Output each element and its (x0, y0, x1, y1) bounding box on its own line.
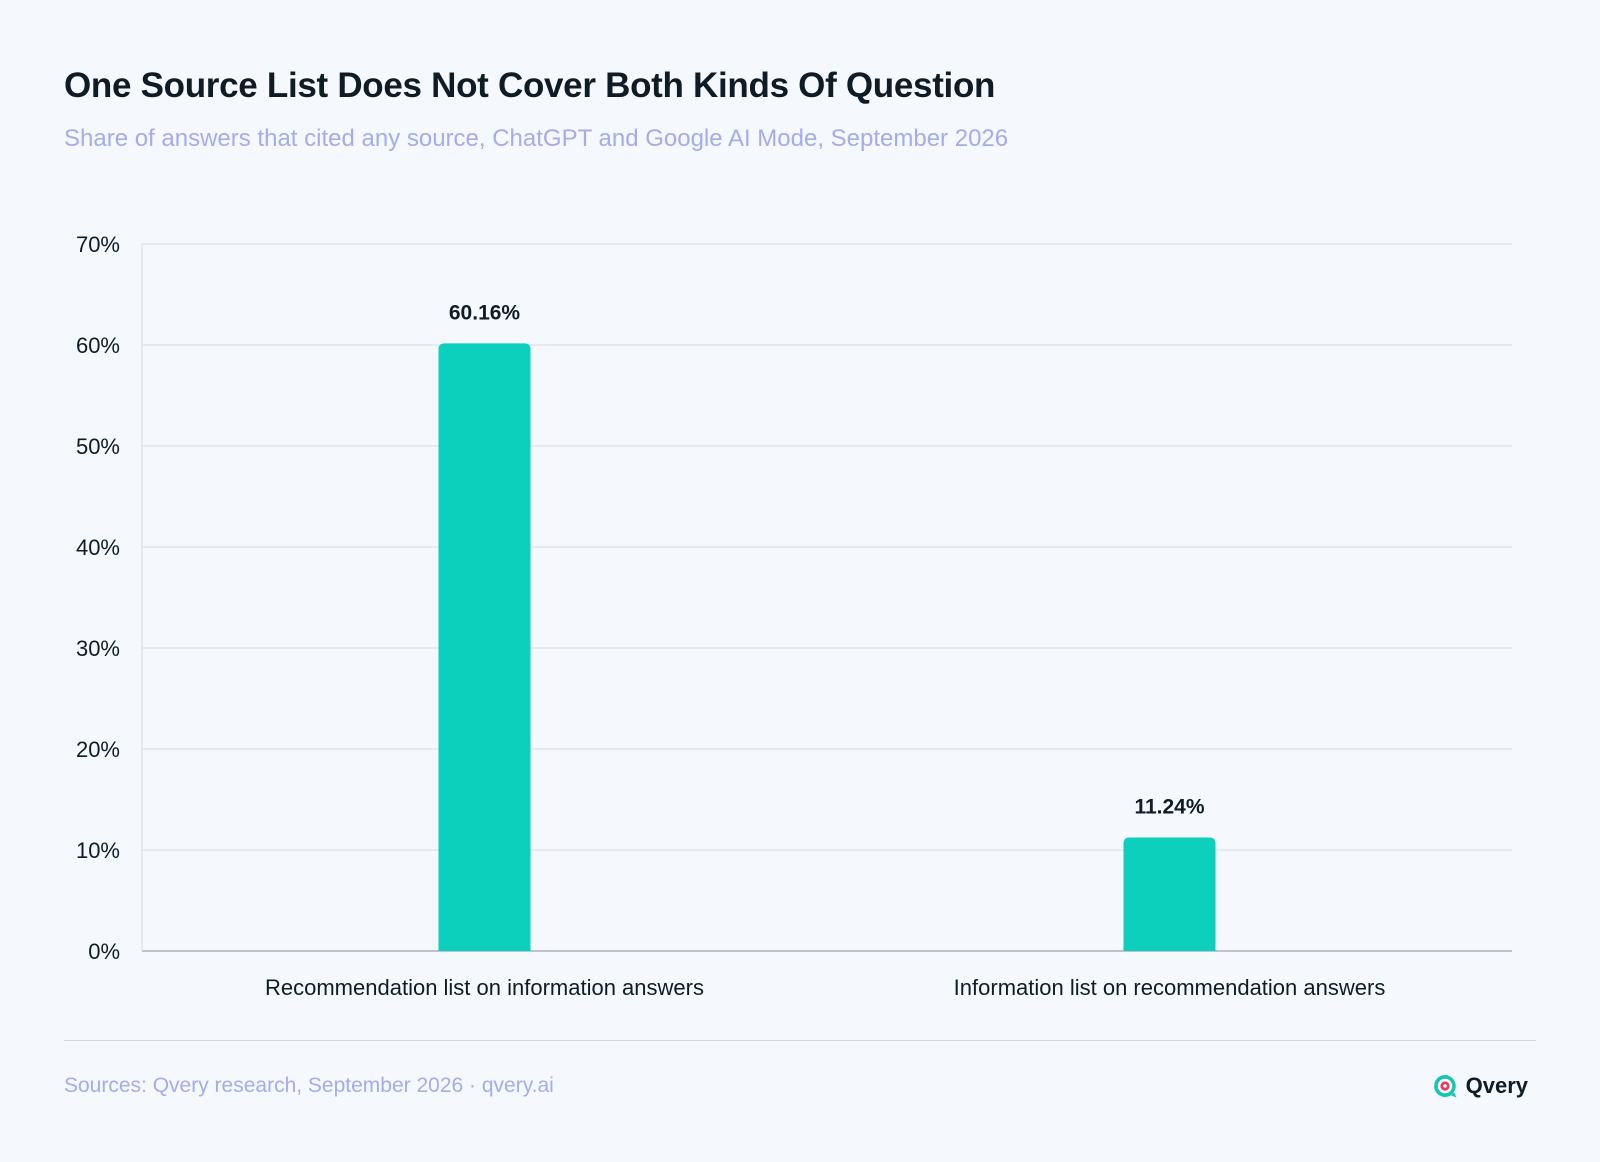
chart-subtitle: Share of answers that cited any source, … (64, 125, 1009, 152)
brand: Qvery (1432, 1073, 1528, 1099)
data-label-1: 60.16% (449, 301, 521, 324)
sources-note: Sources: Qvery research, September 2026 … (64, 1074, 554, 1097)
data-labels: 60.16% 11.24% (449, 301, 1205, 818)
footer-divider (64, 1040, 1536, 1041)
qvery-logo-icon (1433, 1075, 1457, 1098)
chart-title: One Source List Does Not Cover Both Kind… (64, 66, 996, 105)
data-label-2: 11.24% (1134, 795, 1204, 818)
category-label-1: Recommendation list on information answe… (265, 975, 704, 1000)
bars (438, 343, 1216, 951)
y-tick-label: 50% (76, 434, 120, 459)
y-tick-label: 60% (76, 333, 120, 358)
y-tick-label: 20% (76, 737, 120, 762)
bar-2 (1123, 837, 1216, 951)
bar-chart: 60.16% 11.24% 0% 10% 20% 30% 40% 50% 60% 70% Rec… (76, 232, 1512, 1000)
category-label-2: Information list on recommendation answe… (954, 975, 1386, 1000)
y-tick-label: 0% (88, 939, 120, 964)
y-tick-label: 30% (76, 636, 120, 661)
brand-name: Qvery (1465, 1073, 1528, 1098)
y-axis-ticks: 0% 10% 20% 30% 40% 50% 60% 70% (76, 232, 120, 964)
gridlines (141, 243, 1512, 952)
y-tick-label: 40% (76, 535, 120, 560)
x-axis-categories: Recommendation list on information answe… (265, 975, 1385, 1000)
bar-1 (438, 343, 531, 951)
y-tick-label: 10% (76, 838, 120, 863)
y-tick-label: 70% (76, 232, 120, 257)
